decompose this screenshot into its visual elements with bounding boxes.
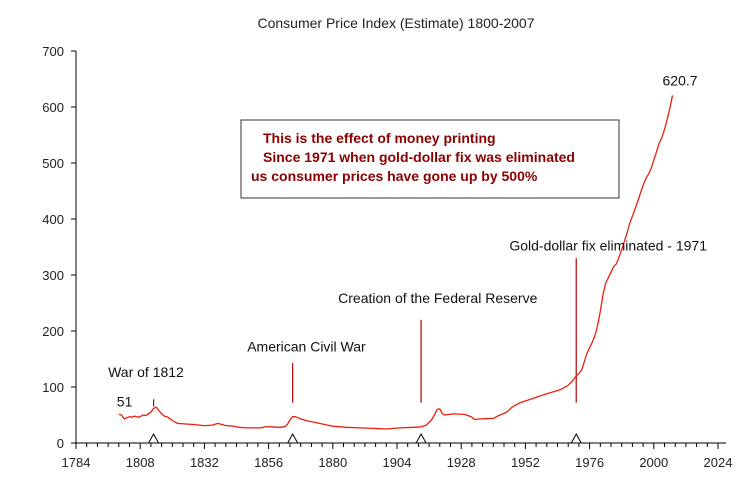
x-tick-label: 1832: [190, 455, 219, 470]
event-triangle-marker: [570, 432, 583, 444]
event-triangle-marker: [286, 432, 299, 444]
x-tick-label: 1856: [254, 455, 283, 470]
event-triangle-marker: [147, 432, 160, 444]
note-line-1: This is the effect of money printing: [263, 130, 496, 146]
y-tick-label: 400: [42, 212, 64, 227]
y-tick-label: 200: [42, 324, 64, 339]
start-value-label: 51: [117, 393, 133, 409]
event-label: Gold-dollar fix eliminated - 1971: [509, 237, 707, 253]
x-tick-label: 1880: [318, 455, 347, 470]
note-frame: [240, 119, 620, 199]
y-tick-label: 600: [42, 100, 64, 115]
note-line-2: Since 1971 when gold-dollar fix was elim…: [263, 149, 575, 165]
y-tick-label: 300: [42, 268, 64, 283]
note-line-3: us consumer prices have gone up by 500%: [251, 168, 538, 184]
axes: 0 100 200 300 400 500 600 700 1784 1808 1832 1856 18…: [42, 44, 732, 470]
x-tick-label: 1976: [575, 455, 604, 470]
x-tick-label: 2024: [704, 455, 733, 470]
event-label: American Civil War: [247, 339, 366, 355]
event-markers: [147, 258, 583, 444]
y-tick-label: 700: [42, 44, 64, 59]
event-label: Creation of the Federal Reserve: [338, 290, 537, 306]
series-group: [118, 95, 674, 430]
annotation-labels: War of 1812 American Civil War Creation of…: [108, 72, 707, 409]
x-tick-label: 2000: [639, 455, 668, 470]
x-tick-label: 1952: [511, 455, 540, 470]
end-value-label: 620.7: [663, 72, 698, 88]
event-triangle-marker: [415, 432, 427, 444]
cpi-series-line: [118, 95, 674, 430]
x-tick-label: 1904: [383, 455, 412, 470]
chart-title: Consumer Price Index (Estimate) 1800-200…: [257, 15, 534, 31]
y-tick-label: 0: [57, 436, 64, 451]
x-tick-label: 1928: [447, 455, 476, 470]
y-tick-label: 500: [42, 156, 64, 171]
x-tick-label: 1808: [126, 455, 155, 470]
event-label: War of 1812: [108, 364, 184, 380]
note-box: This is the effect of money printing Sin…: [240, 119, 620, 199]
x-tick-label: 1784: [62, 455, 91, 470]
y-tick-label: 100: [42, 380, 64, 395]
